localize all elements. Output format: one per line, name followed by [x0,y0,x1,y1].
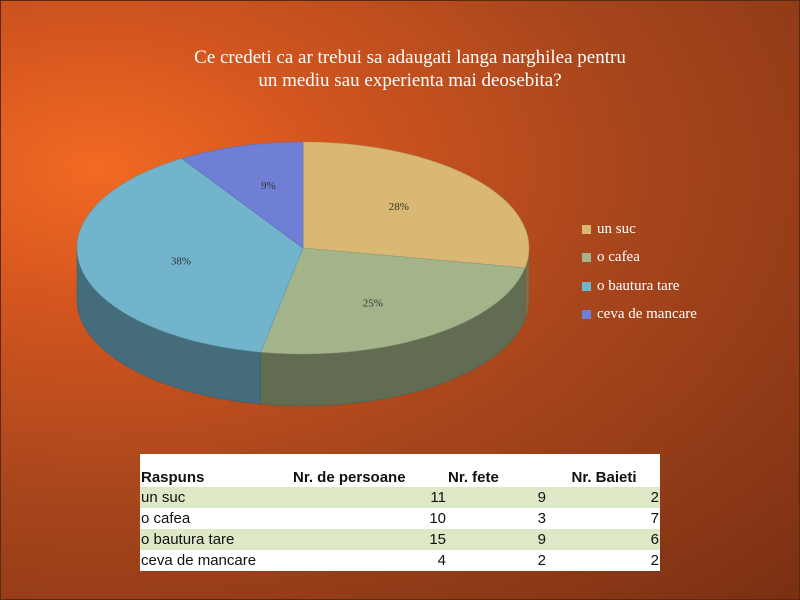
pie-slice-2 [76,158,304,353]
table-cell: 3 [537,510,546,527]
table-header: Nr. Baieti [571,469,637,486]
legend-swatch [582,281,591,291]
table-cell: ceva de mancare [141,552,257,569]
table-row: ceva de mancare 4 2 2 [140,550,660,571]
legend-swatch [582,224,591,234]
table-header: Nr. de persoane [293,469,406,486]
table-header-row: Raspuns Nr. de persoane Nr. fete Nr. Bai… [140,454,660,487]
pie-labels: 28% 25% 38% 9% [171,180,409,309]
table-cell: 7 [650,510,659,527]
table-cell: o cafea [141,510,191,527]
legend-swatch [582,310,591,320]
legend-label: o cafea [597,249,640,266]
legend-item-ceva-de-mancare: ceva de mancare [582,301,697,330]
legend-swatch [582,253,591,263]
chart-title-line-2: un mediu sau experienta mai deosebita? [258,70,562,91]
legend-label: o bautura tare [597,277,680,294]
pie-slice-1 [260,247,526,355]
table-row: o cafea 10 3 7 [140,508,660,529]
table-cell: 9 [447,487,547,508]
chart-legend: un suc o cafea o bautura tare ceva de ma… [582,215,697,329]
table-row: un suc 11 9 2 [140,487,660,508]
legend-item-o-cafea: o cafea [582,244,697,273]
pie-top [76,141,530,355]
table-header: Raspuns [141,469,205,486]
pie-value-label: 25% [363,297,383,309]
chart-title: Ce credeti ca ar trebui sa adaugati lang… [100,46,720,92]
table-cell: 2 [650,552,659,569]
table-header: Nr. fete [448,469,499,486]
table-cell: 11 [292,487,447,508]
pie-slice-0 [302,141,530,269]
table-cell: o bautura tare [140,529,292,550]
pie-value-label: 38% [171,255,191,267]
table-cell: 10 [429,510,446,527]
legend-label: ceva de mancare [597,306,697,323]
chart-title-line-1: Ce credeti ca ar trebui sa adaugati lang… [194,47,626,68]
table-cell: 2 [547,487,660,508]
legend-item-un-suc: un suc [582,215,697,244]
responses-table: Raspuns Nr. de persoane Nr. fete Nr. Bai… [140,454,660,571]
table-cell: un suc [140,487,292,508]
table-cell: 2 [537,552,546,569]
legend-item-o-bautura-tare: o bautura tare [582,272,697,301]
table-row: o bautura tare 15 9 6 [140,529,660,550]
legend-label: un suc [597,220,636,237]
table-cell: 6 [547,529,660,550]
table-cell: 9 [447,529,547,550]
pie-slice-3 [181,141,304,249]
pie-value-label: 28% [389,201,409,213]
table-cell: 4 [437,552,446,569]
table-cell: 15 [292,529,447,550]
pie-value-label: 9% [261,180,276,192]
